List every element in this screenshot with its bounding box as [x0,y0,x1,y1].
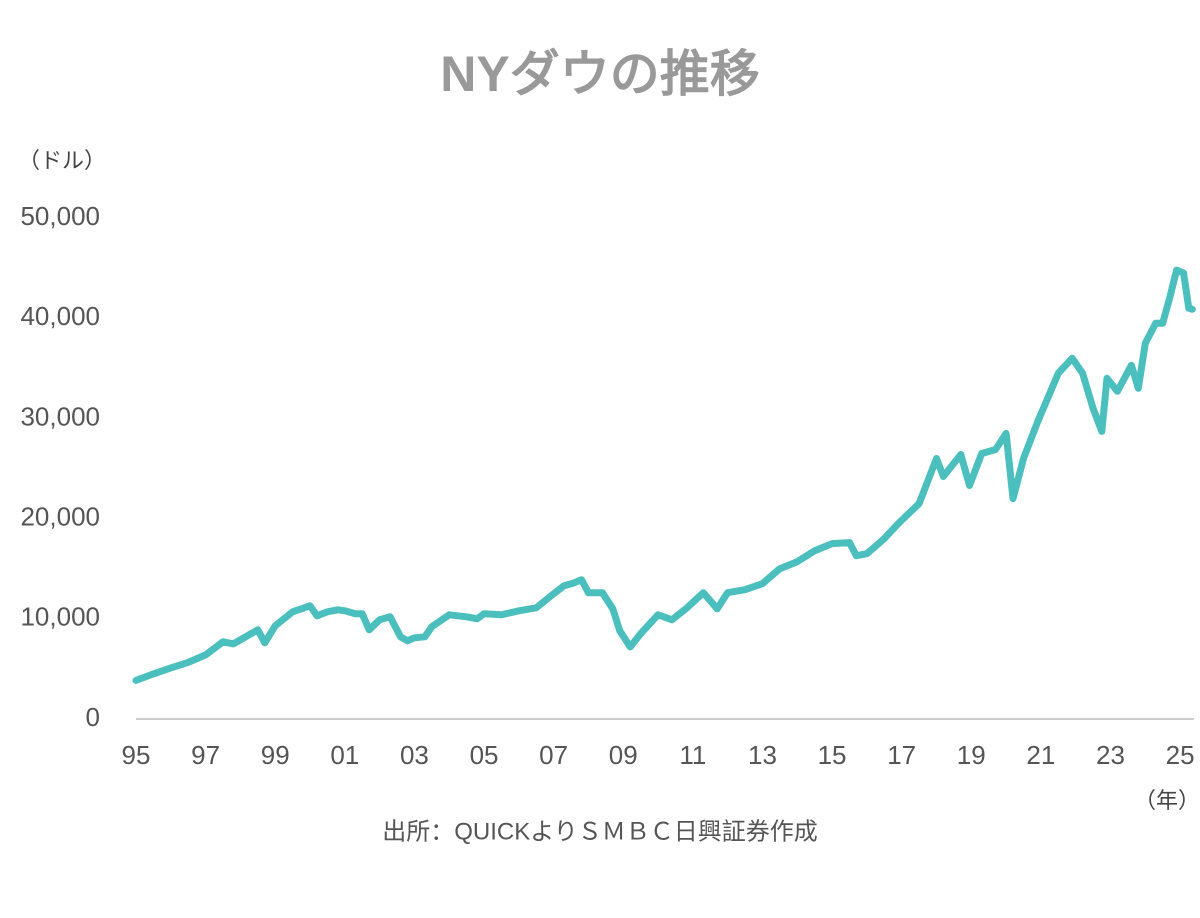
x-tick-label: 17 [887,740,916,770]
x-tick-label: 11 [679,740,706,770]
x-tick-label: 01 [330,740,359,770]
y-tick-label: 20,000 [20,501,100,531]
x-tick-label: 21 [1026,740,1055,770]
chart-title: NYダウの推移 [440,46,759,102]
x-tick-label: 05 [470,740,499,770]
data-line [132,266,1196,684]
x-tick-label: 19 [957,740,986,770]
x-tick-label: 03 [400,740,429,770]
x-tick-label: 25 [1166,740,1195,770]
x-axis-label: （年） [1134,788,1200,813]
y-tick-label: 0 [86,702,100,732]
x-tick-label: 99 [261,740,290,770]
x-tick-label: 09 [609,740,638,770]
x-tick-label: 97 [191,740,220,770]
x-tick-label: 07 [539,740,568,770]
x-tick-label: 15 [818,740,847,770]
y-axis-label: （ドル） [18,148,106,173]
source-note: 出所：QUICKよりＳＭＢＣ日興証券作成 [382,818,818,845]
x-tick-label: 95 [122,740,151,770]
x-tick-label: 23 [1096,740,1125,770]
y-tick-label: 40,000 [20,301,100,331]
y-tick-label: 10,000 [20,602,100,632]
y-tick-label: 50,000 [20,201,100,231]
y-tick-label: 30,000 [20,401,100,431]
x-tick-label: 13 [748,740,777,770]
